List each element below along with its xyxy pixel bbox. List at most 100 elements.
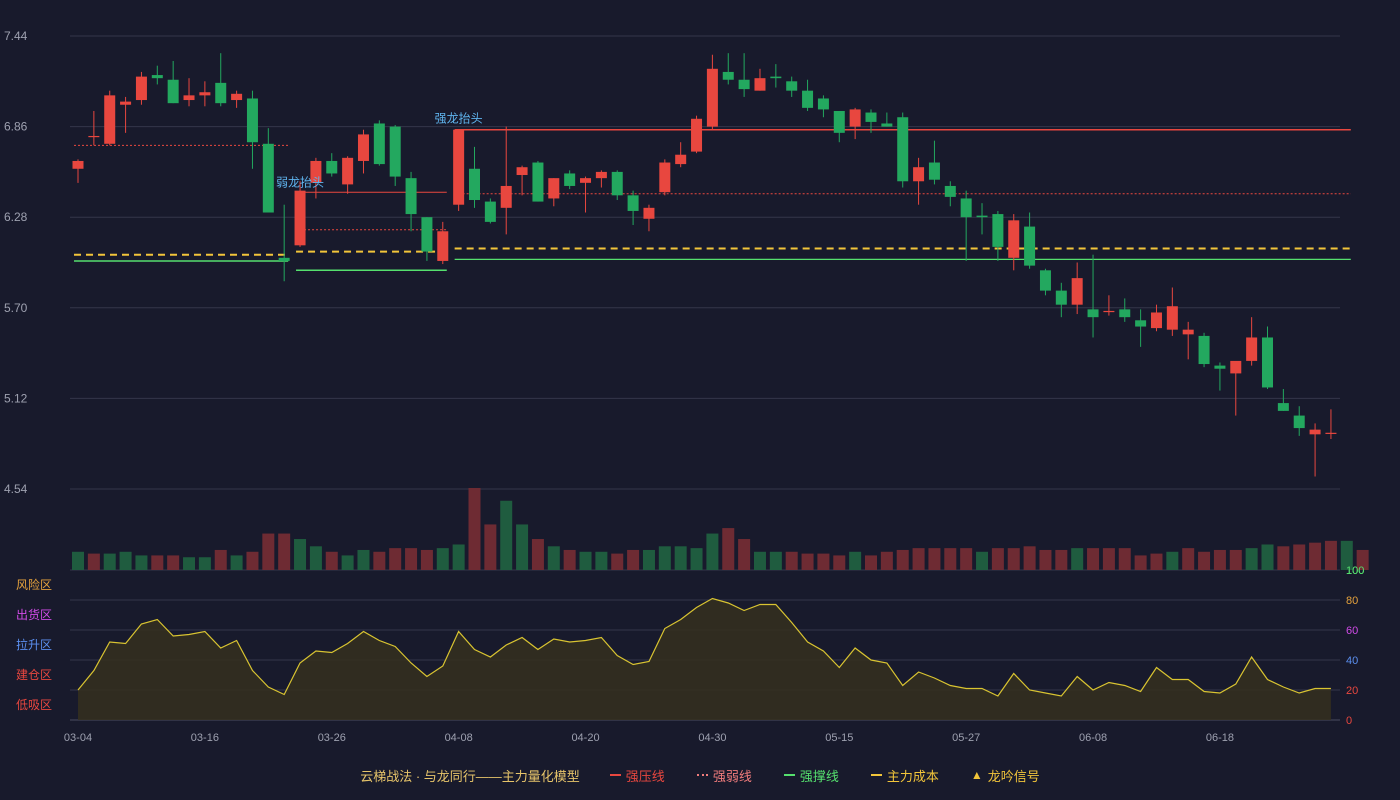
volume-bar: [595, 551, 608, 570]
volume-bar: [690, 548, 703, 570]
volume-bar: [912, 548, 925, 570]
volume-bar: [627, 549, 640, 570]
x-tick-label: 06-08: [1079, 732, 1107, 744]
volume-bar: [151, 555, 164, 570]
volume-bar: [167, 555, 180, 570]
volume-bar: [1182, 548, 1195, 570]
oscillator-area: [78, 598, 1331, 720]
volume-bar: [452, 544, 465, 570]
candle-body: [1071, 278, 1083, 305]
legend-label-resistance: 强压线: [625, 768, 665, 784]
oscillator-tick-label: 20: [1346, 685, 1358, 697]
volume-bar: [1087, 548, 1100, 570]
volume-bar: [1039, 549, 1052, 570]
y-tick-label: 5.12: [4, 391, 28, 405]
legend-item-signal[interactable]: ▲ 龙吟信号: [971, 766, 1040, 785]
volume-bar: [547, 546, 560, 570]
volume-bar: [214, 549, 227, 570]
legend-item-resistance[interactable]: 强压线: [609, 766, 665, 785]
candle-body: [960, 198, 972, 218]
volume-bar: [103, 553, 116, 570]
oscillator-tick-label: 60: [1346, 625, 1358, 637]
volume-bar: [1007, 548, 1020, 570]
volume-bar: [516, 524, 529, 570]
volume-bar: [1277, 546, 1290, 570]
candle-body: [104, 95, 116, 144]
legend-label-signal: 龙吟信号: [987, 768, 1040, 784]
x-tick-label: 04-08: [445, 732, 473, 744]
candle-body: [928, 162, 940, 180]
candle-body: [1214, 365, 1226, 369]
candle-body: [881, 123, 893, 127]
candle-body: [310, 160, 322, 183]
candle-body: [294, 190, 306, 246]
volume-bar: [389, 548, 402, 570]
volume-bar: [1150, 553, 1163, 570]
triangle-icon: ▲: [970, 768, 983, 782]
volume-bar: [928, 548, 941, 570]
volume-bar: [309, 546, 322, 570]
candle-body: [817, 98, 829, 110]
candle-body: [1024, 226, 1036, 266]
candle-body: [976, 215, 988, 218]
volume-bar: [1324, 540, 1337, 570]
candle-body: [833, 110, 845, 133]
volume-bar: [1055, 549, 1068, 570]
candle-body: [373, 123, 385, 165]
volume-bar: [738, 539, 751, 570]
candle-body: [1087, 309, 1099, 318]
zone-label: 低吸区: [16, 698, 52, 712]
zone-label: 拉升区: [16, 637, 52, 652]
x-tick-label: 03-16: [191, 732, 219, 744]
volume-bar: [436, 548, 449, 570]
volume-bar: [1356, 549, 1369, 570]
legend-label-strength: 强弱线: [712, 768, 752, 784]
volume-bar: [484, 524, 497, 570]
y-tick-label: 6.28: [4, 210, 28, 224]
volume-bar: [706, 533, 719, 570]
zone-label: 出货区: [16, 607, 52, 622]
volume-bar: [1166, 551, 1179, 570]
volume-bar: [325, 551, 338, 570]
volume-bar: [1102, 548, 1115, 570]
x-tick-label: 04-20: [571, 732, 599, 744]
candle-body: [389, 126, 401, 177]
oscillator-tick-label: 80: [1346, 595, 1358, 607]
candle-body: [151, 75, 163, 79]
volume-bar: [1071, 548, 1084, 570]
legend-label-support: 强撑线: [799, 768, 839, 784]
candle-body: [326, 160, 338, 174]
legend-item-cost[interactable]: 主力成本: [870, 766, 939, 785]
candle-body: [1198, 335, 1210, 365]
candle-body: [421, 217, 433, 252]
candle-body: [754, 78, 766, 91]
volume-bar: [135, 555, 148, 570]
volume-bar: [1229, 549, 1242, 570]
x-tick-label: 06-18: [1206, 732, 1234, 744]
volume-bar: [769, 551, 782, 570]
volume-bar: [183, 557, 196, 570]
candle-body: [167, 79, 179, 104]
volume-bar: [785, 551, 798, 570]
volume-bar: [642, 549, 655, 570]
candle-body: [88, 135, 100, 138]
volume-bar: [246, 551, 259, 570]
zone-label: 建仓区: [16, 668, 52, 682]
candle-body: [1246, 337, 1258, 361]
candle-body: [342, 157, 354, 185]
legend-item-strength[interactable]: 强弱线: [696, 766, 752, 785]
candle-body: [405, 178, 417, 215]
candle-body: [1262, 337, 1273, 388]
volume-bar: [801, 553, 814, 570]
candle-body: [72, 160, 84, 169]
chart-legend: 云梯战法 · 与龙同行——主力量化模型 强压线 强弱线 强撑线 主力成本 ▲ 龙…: [0, 760, 1400, 790]
candle-body: [675, 154, 687, 165]
legend-item-support[interactable]: 强撑线: [783, 766, 839, 785]
volume-bar: [1134, 555, 1147, 570]
volume-bar: [658, 546, 671, 570]
legend-label-cost: 主力成本: [886, 768, 939, 784]
volume-bar: [373, 551, 386, 570]
candle-body: [437, 231, 449, 261]
volume-bar: [119, 551, 132, 570]
volume-bar: [357, 549, 370, 570]
